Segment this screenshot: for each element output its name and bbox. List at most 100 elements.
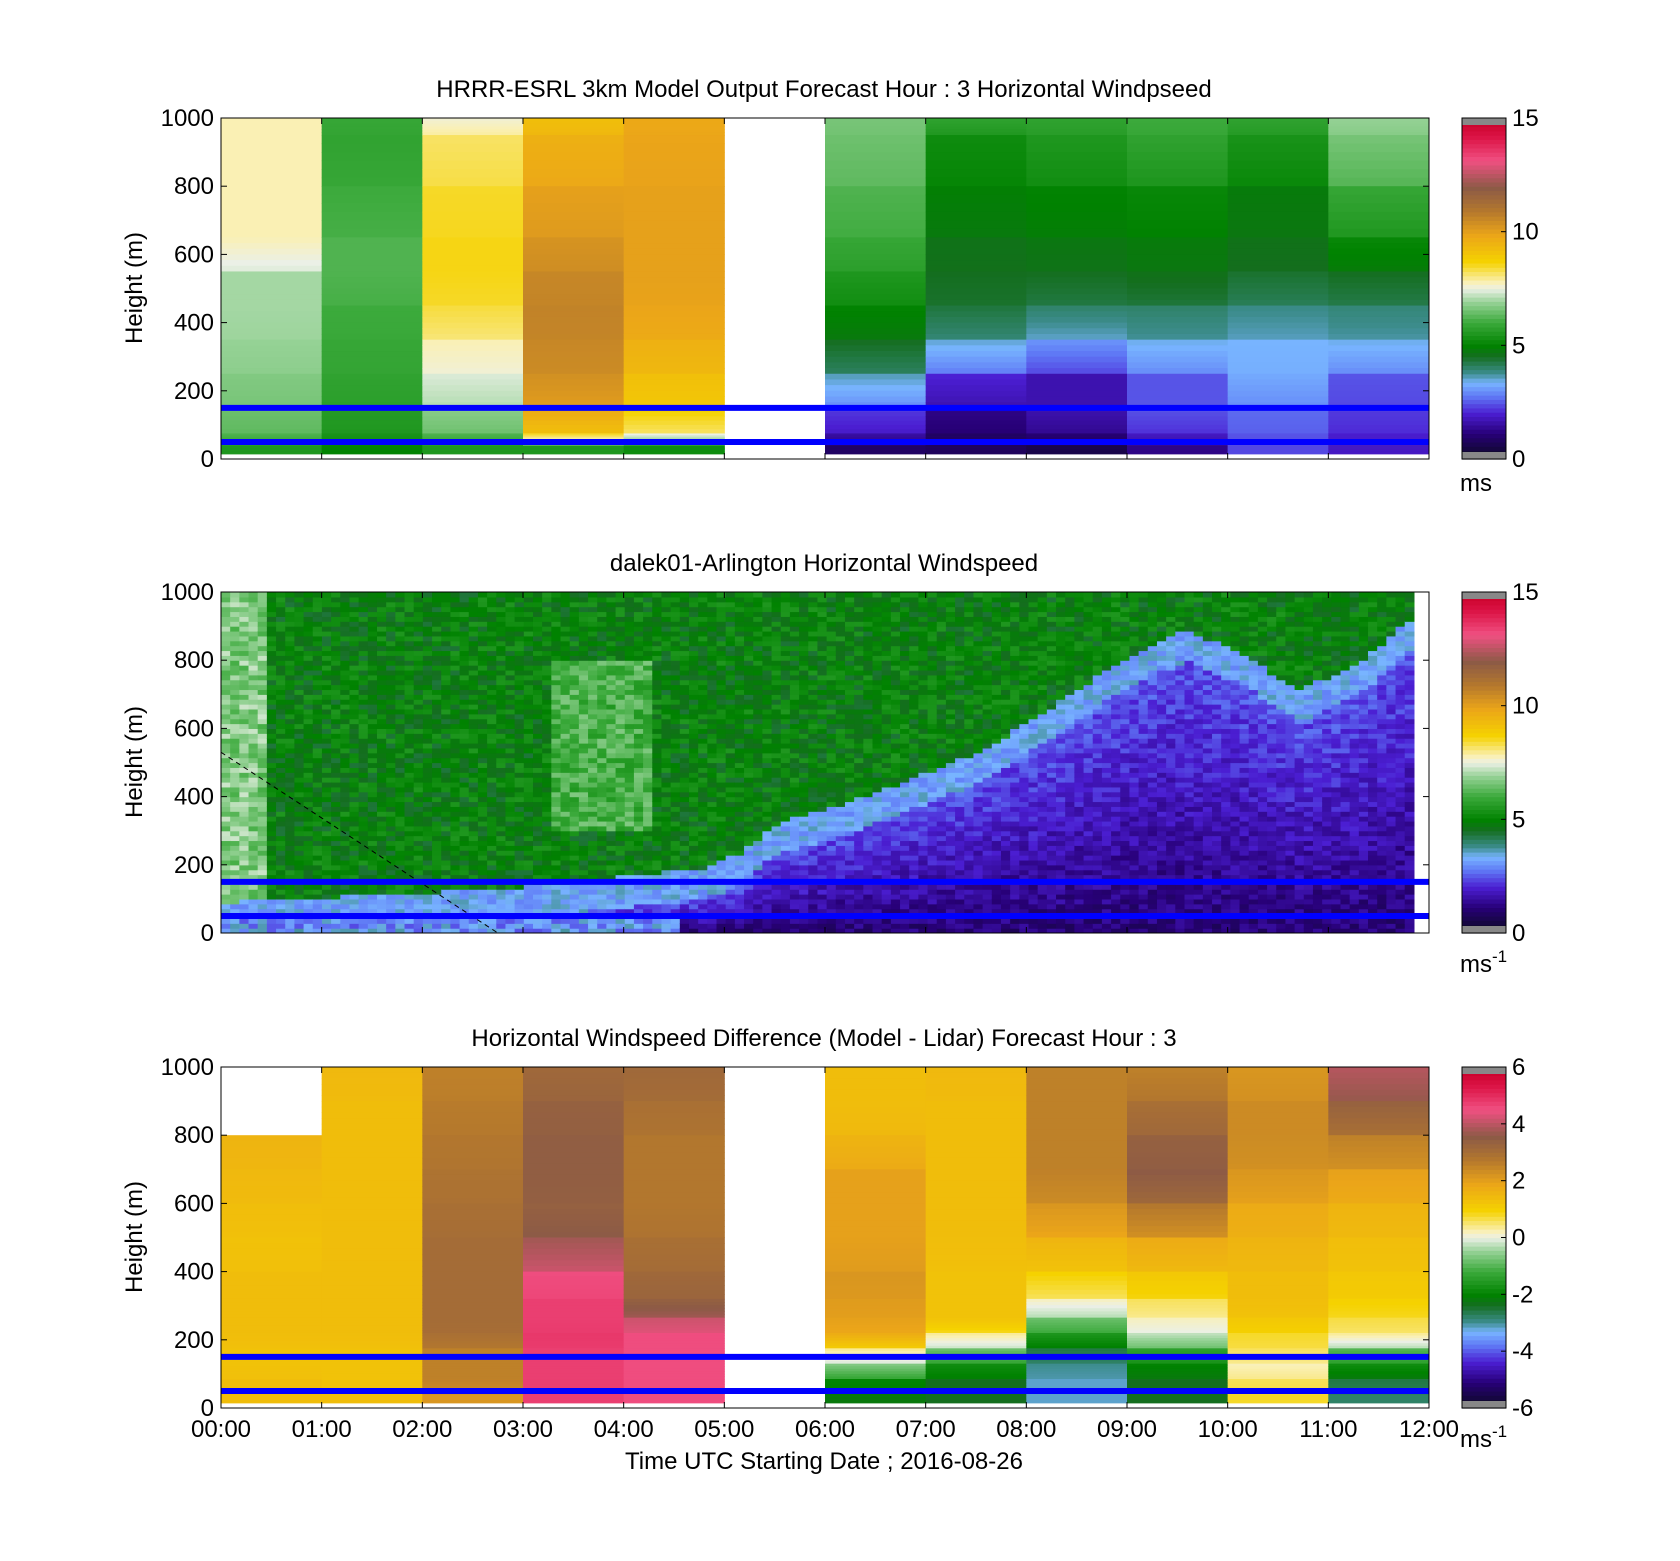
heatmap-cell: [1026, 305, 1128, 312]
heatmap-cell: [652, 616, 663, 622]
heatmap-cell: [652, 665, 663, 671]
heatmap-cell: [285, 801, 296, 807]
heatmap-cell: [532, 689, 543, 695]
heatmap-cell: [331, 806, 341, 812]
heatmap-cell: [698, 903, 708, 910]
heatmap-cell: [321, 596, 332, 603]
heatmap-cell: [221, 845, 231, 851]
heatmap-cell: [221, 864, 231, 871]
heatmap-cell: [221, 786, 231, 793]
heatmap-cell: [734, 855, 745, 861]
heatmap-cell: [560, 635, 571, 642]
heatmap-cell: [643, 801, 653, 807]
heatmap-cell: [643, 733, 653, 739]
heatmap-cell: [221, 825, 231, 832]
heatmap-cell: [698, 704, 708, 710]
heatmap-cell: [239, 713, 250, 720]
heatmap-cell: [358, 869, 369, 876]
heatmap-cell: [340, 884, 351, 890]
heatmap-cell: [496, 796, 507, 803]
heatmap-cell: [716, 908, 727, 915]
heatmap-cell: [404, 830, 415, 837]
heatmap-cell: [523, 781, 534, 788]
heatmap-cell: [358, 752, 369, 759]
heatmap-cell: [623, 420, 725, 426]
heatmap-cell: [707, 747, 718, 754]
heatmap-cell: [707, 621, 718, 627]
heatmap-cell: [716, 928, 727, 933]
heatmap-cell: [303, 679, 314, 686]
heatmap-cell: [422, 228, 524, 238]
heatmap-cell: [753, 801, 763, 807]
heatmap-cell: [367, 660, 378, 666]
heatmap-cell: [588, 781, 598, 788]
heatmap-cell: [331, 791, 341, 798]
heatmap-cell: [725, 665, 736, 671]
heatmap-cell: [670, 835, 681, 842]
heatmap-cell: [670, 767, 681, 773]
heatmap-cell: [432, 621, 442, 627]
heatmap-cell: [670, 859, 681, 866]
heatmap-cell: [450, 825, 461, 832]
heatmap-cell: [1026, 203, 1128, 213]
heatmap-cell: [1127, 211, 1229, 221]
heatmap-cell: [514, 859, 525, 866]
heatmap-cell: [386, 679, 396, 686]
heatmap-cell: [925, 435, 1027, 438]
heatmap-cell: [1127, 177, 1229, 187]
heatmap-cell: [1026, 143, 1128, 153]
heatmap-cell: [578, 762, 589, 768]
heatmap-cell: [422, 835, 433, 842]
heatmap-cell: [588, 811, 598, 817]
heatmap-cell: [588, 723, 598, 729]
heatmap-cell: [523, 718, 534, 725]
heatmap-cell: [1328, 451, 1429, 453]
heatmap-cell: [450, 777, 461, 783]
heatmap-cell: [925, 282, 1027, 289]
heatmap-cell: [266, 855, 277, 861]
heatmap-cell: [1227, 243, 1329, 250]
heatmap-cell: [597, 859, 607, 866]
heatmap-cell: [551, 796, 562, 803]
heatmap-cell: [321, 322, 423, 329]
heatmap-cell: [248, 845, 259, 851]
heatmap-cell: [652, 611, 663, 617]
heatmap-cell: [505, 869, 516, 876]
panel-model: HRRR-ESRL 3km Model Output Forecast Hour…: [121, 76, 1539, 497]
heatmap-cell: [450, 874, 461, 881]
heatmap-cell: [239, 869, 250, 876]
heatmap-cell: [597, 733, 607, 739]
heatmap-cell: [432, 665, 442, 671]
heatmap-cell: [285, 835, 296, 842]
heatmap-cell: [487, 713, 497, 720]
heatmap-cell: [395, 752, 406, 759]
heatmap-cell: [1328, 368, 1429, 375]
heatmap-cell: [716, 723, 727, 729]
heatmap-cell: [221, 928, 231, 933]
heatmap-cell: [633, 923, 644, 929]
heatmap-cell: [331, 704, 341, 710]
heatmap-cell: [294, 781, 305, 788]
heatmap-cell: [266, 684, 277, 691]
heatmap-cell: [542, 708, 552, 715]
heatmap-cell: [376, 806, 387, 812]
heatmap-cell: [276, 640, 286, 647]
heatmap-cell: [303, 611, 314, 617]
heatmap-cell: [679, 601, 690, 608]
heatmap-cell: [523, 898, 534, 905]
heatmap-cell: [1026, 424, 1128, 430]
heatmap-cell: [615, 669, 626, 676]
heatmap-cell: [643, 752, 653, 759]
heatmap-cell: [643, 718, 653, 725]
heatmap-cell: [661, 796, 672, 803]
heatmap-cell: [230, 767, 240, 773]
heatmap-cell: [276, 825, 286, 832]
heatmap-cell: [505, 611, 516, 617]
heatmap-cell: [221, 894, 231, 900]
heatmap-cell: [496, 708, 507, 715]
heatmap-cell: [441, 781, 452, 788]
heatmap-cell: [487, 874, 497, 881]
heatmap-cell: [358, 689, 369, 695]
heatmap-cell: [367, 864, 378, 871]
heatmap-cell: [239, 752, 250, 759]
